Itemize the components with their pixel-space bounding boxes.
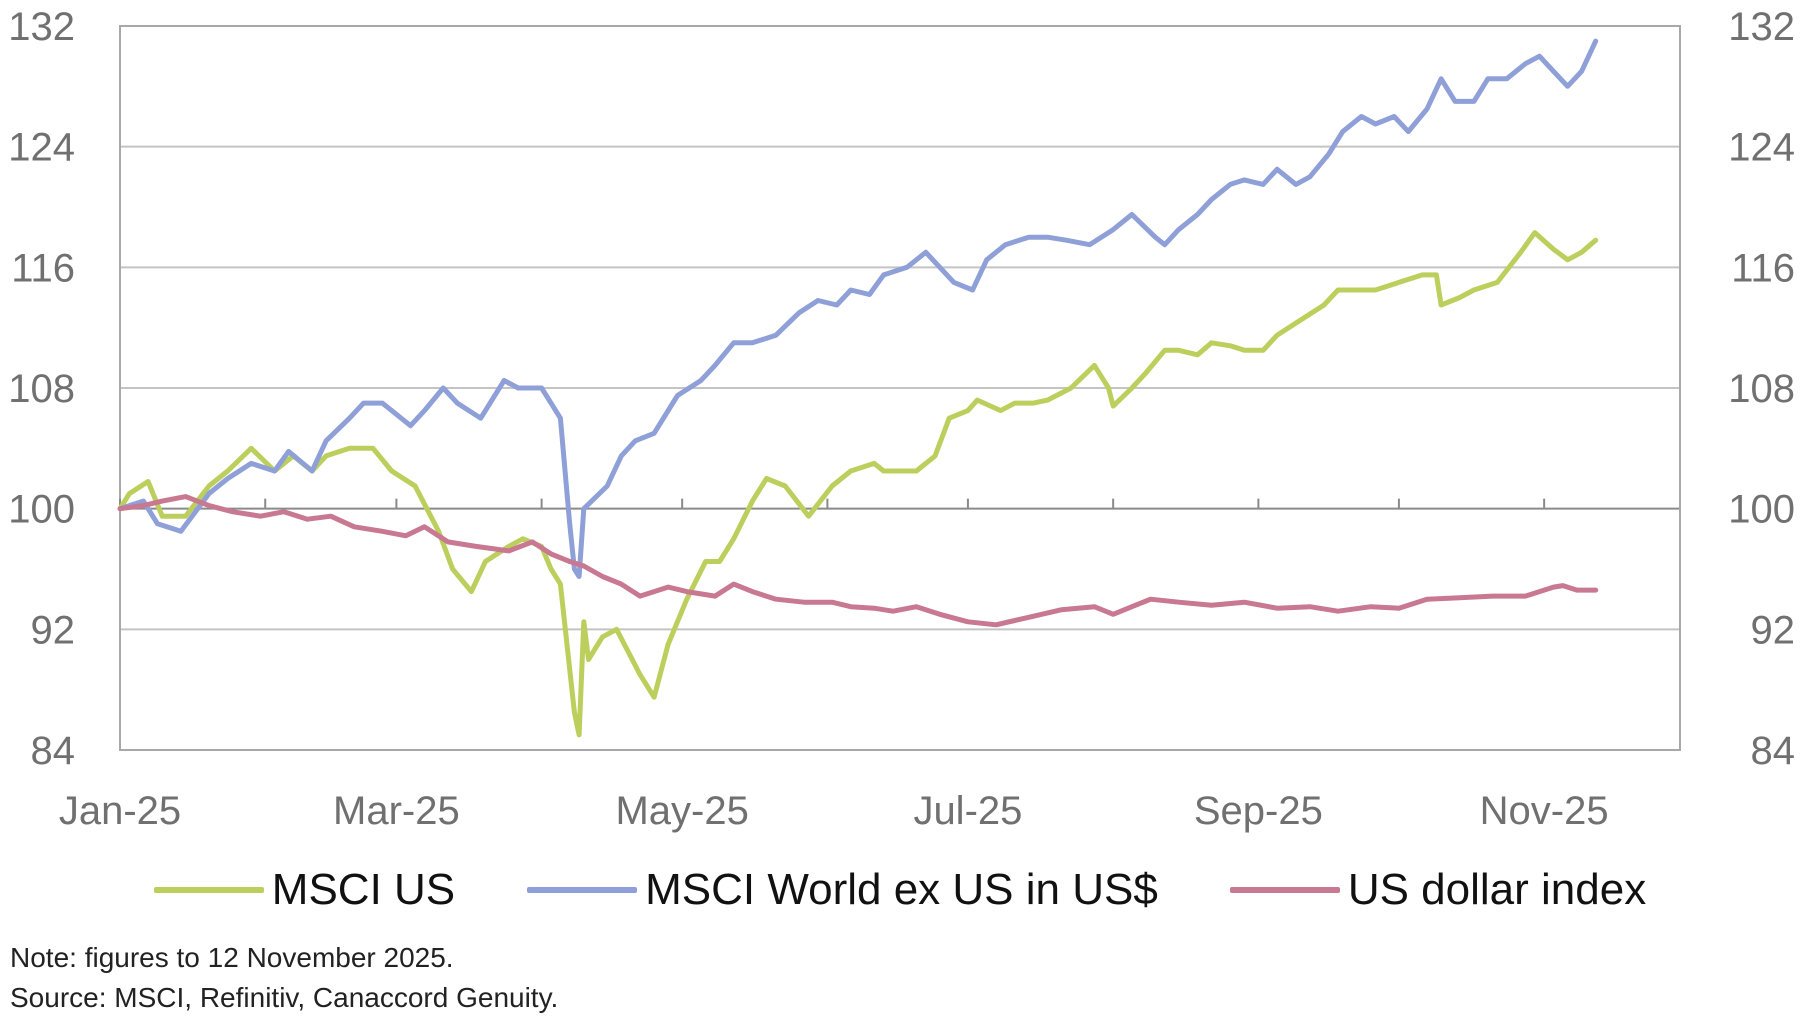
y-tick-label-right: 108 (1728, 367, 1795, 411)
y-tick-label-left: 132 (8, 5, 75, 49)
x-tick-label: Sep-25 (1194, 789, 1323, 833)
x-tick-label: Jan-25 (59, 789, 181, 833)
y-tick-label-right: 124 (1728, 126, 1795, 170)
legend-item-msci-us: MSCI US (153, 865, 456, 915)
legend-swatch-msci-us (153, 887, 264, 893)
legend-item-msci-world-ex-us: MSCI World ex US in US$ (527, 865, 1158, 915)
x-ticks (119, 498, 1546, 509)
y-tick-label-right: 116 (1731, 246, 1795, 290)
gridlines (120, 145, 1680, 631)
source-text: Source: MSCI, Refinitiv, Canaccord Genui… (10, 982, 559, 1013)
legend: MSCI US MSCI World ex US in US$ US dolla… (0, 860, 1800, 920)
series-line-msci-us (117, 230, 1599, 738)
y-axis-left-labels: 84 92 100 108 116 124 132 (8, 5, 75, 773)
legend-swatch-us-dollar-index (1229, 887, 1340, 893)
x-tick-label: Jul-25 (913, 789, 1022, 833)
legend-item-us-dollar-index: US dollar index (1229, 865, 1647, 915)
x-tick-label: Nov-25 (1480, 789, 1609, 833)
y-tick-label-right: 100 (1728, 488, 1795, 532)
legend-swatch-msci-world-ex-us (527, 887, 638, 893)
x-tick-label: May-25 (615, 789, 748, 833)
series-line-msci-world-ex-us-in-us (117, 38, 1599, 579)
y-tick-label-left: 92 (31, 608, 76, 652)
y-tick-label-left: 100 (8, 488, 75, 532)
x-axis-labels: Jan-25 Mar-25 May-25 Jul-25 Sep-25 Nov-25 (59, 789, 1609, 833)
y-tick-label-right: 92 (1751, 608, 1796, 652)
y-tick-label-left: 84 (31, 729, 76, 773)
y-tick-label-left: 124 (8, 126, 75, 170)
y-tick-label-left: 116 (11, 246, 75, 290)
legend-label-msci-us: MSCI US (271, 865, 456, 914)
y-tick-label-left: 108 (8, 367, 75, 411)
y-tick-label-right: 132 (1728, 5, 1795, 49)
y-tick-label-right: 84 (1751, 729, 1796, 773)
legend-label-msci-world-ex-us: MSCI World ex US in US$ (645, 865, 1158, 914)
series-lines (117, 38, 1599, 738)
x-tick-label: Mar-25 (333, 789, 460, 833)
y-axis-right-labels: 84 92 100 108 116 124 132 (1728, 5, 1795, 773)
chart-notes: Note: figures to 12 November 2025. Sourc… (10, 938, 558, 1018)
series-line-us-dollar-index (117, 494, 1599, 628)
note-text: Note: figures to 12 November 2025. (10, 942, 454, 973)
plot-frame (119, 25, 1681, 751)
legend-label-us-dollar-index: US dollar index (1347, 865, 1647, 914)
